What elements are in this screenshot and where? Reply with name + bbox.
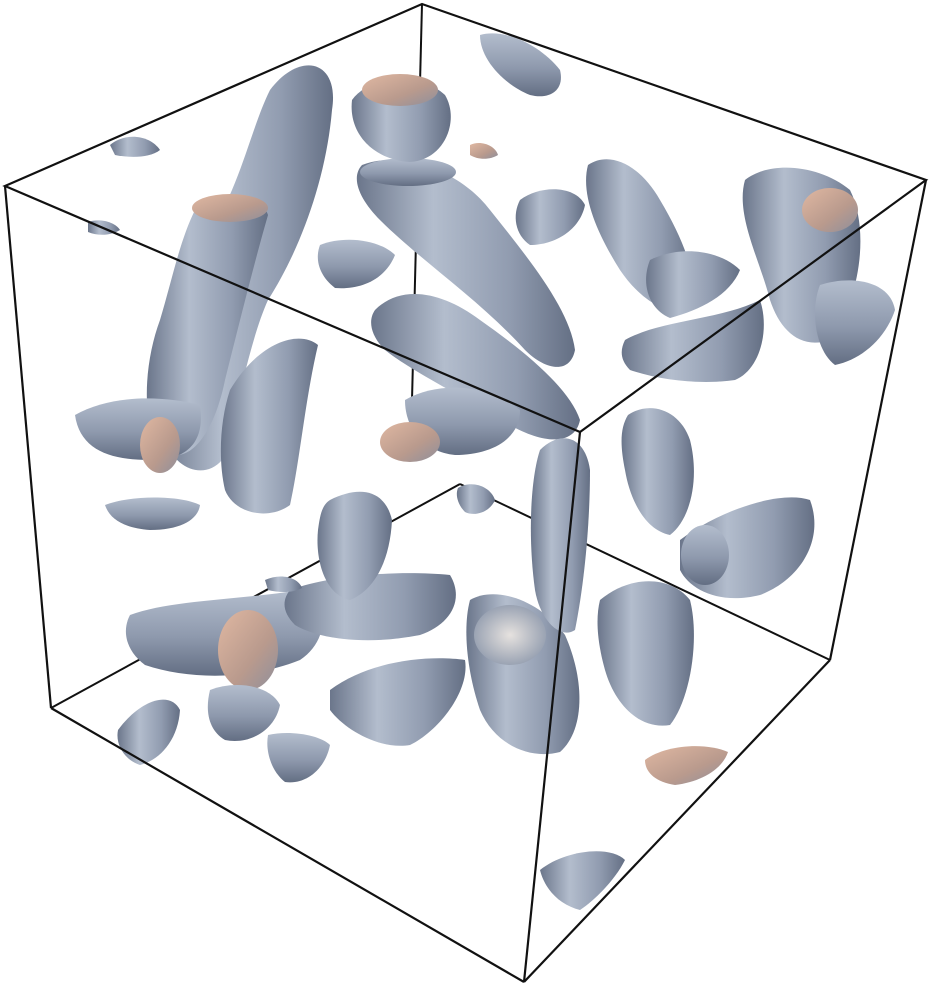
vortex-tube [110,136,160,157]
vortex-tube [146,194,268,456]
vortex-tube [645,746,728,785]
vortex-tube [621,300,764,382]
vortex-tube [470,143,498,159]
vortex-tube [207,685,280,741]
vortex-tube [680,497,815,599]
vortex-tube [371,293,580,440]
vortex-tube [380,387,520,462]
vortex-tube [317,491,392,600]
vortex-tube [267,733,330,783]
vortex-tube [317,239,395,289]
vortex-tube [105,497,200,530]
vortex-tube [356,158,575,367]
vortex-tube [117,699,180,765]
vortex-tube [220,338,318,514]
vortex-tube [125,590,323,690]
vortex-tube [646,251,740,318]
vortex-tube [456,484,495,514]
vortex-tube [515,189,585,245]
vortex-tube [597,581,694,726]
vortex-tube [530,438,590,633]
vortex-tube [265,576,302,593]
vortex-tube [621,408,694,535]
vortex-tube [480,33,561,97]
vortex-tube [815,280,895,365]
vortex-tube [351,74,451,162]
vortex-tube [540,851,625,910]
vortex-tube [330,658,466,746]
vortex-tube [75,398,201,473]
vortex-tube [284,573,456,641]
